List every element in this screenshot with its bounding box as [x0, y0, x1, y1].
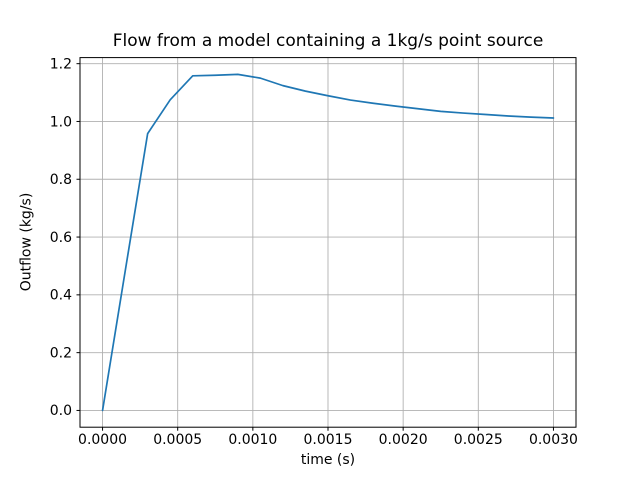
y-tick-label: 0.8 — [50, 172, 72, 188]
y-tick-label: 0.6 — [50, 230, 72, 246]
x-tick-label: 0.0005 — [153, 432, 202, 448]
x-tick-label: 0.0020 — [379, 432, 428, 448]
y-tick-label: 0.0 — [50, 403, 72, 419]
y-tick-label: 0.4 — [50, 288, 72, 304]
x-tick-label: 0.0025 — [454, 432, 503, 448]
y-tick-label: 0.2 — [50, 345, 72, 361]
x-tick-label: 0.0010 — [228, 432, 277, 448]
chart-title: Flow from a model containing a 1kg/s poi… — [112, 31, 544, 51]
y-tick-label: 1.2 — [50, 56, 72, 72]
y-axis-label: Outflow (kg/s) — [18, 192, 35, 292]
x-tick-label: 0.0015 — [304, 432, 353, 448]
outflow-line — [101, 73, 555, 412]
x-tick-label: 0.0030 — [529, 432, 578, 448]
x-axis-label: time (s) — [300, 452, 356, 468]
y-tick-label: 1.0 — [50, 114, 72, 130]
x-tick-label: 0.0000 — [78, 432, 127, 448]
